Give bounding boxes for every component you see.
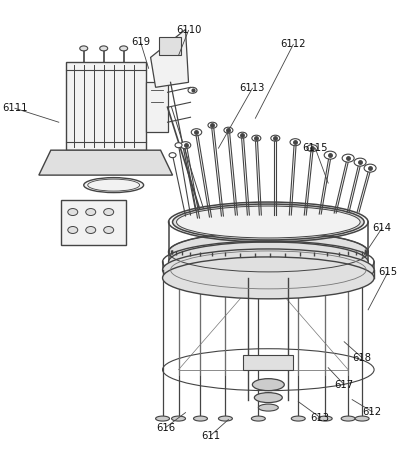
Ellipse shape bbox=[188, 87, 197, 93]
Ellipse shape bbox=[193, 416, 208, 421]
Ellipse shape bbox=[168, 242, 368, 282]
Ellipse shape bbox=[259, 404, 278, 411]
Ellipse shape bbox=[88, 179, 139, 191]
Ellipse shape bbox=[100, 46, 107, 51]
Text: 6113: 6113 bbox=[240, 83, 265, 93]
Ellipse shape bbox=[218, 416, 232, 421]
Ellipse shape bbox=[156, 416, 170, 421]
Polygon shape bbox=[39, 150, 173, 175]
Ellipse shape bbox=[208, 122, 217, 128]
Ellipse shape bbox=[342, 154, 354, 162]
Ellipse shape bbox=[224, 127, 233, 133]
Text: 614: 614 bbox=[373, 223, 392, 233]
Text: 6112: 6112 bbox=[281, 39, 306, 49]
Ellipse shape bbox=[104, 208, 114, 216]
Ellipse shape bbox=[251, 416, 265, 421]
Ellipse shape bbox=[252, 135, 261, 141]
Text: 619: 619 bbox=[131, 38, 150, 48]
Ellipse shape bbox=[290, 139, 300, 146]
Text: 6111: 6111 bbox=[2, 103, 28, 113]
Text: 612: 612 bbox=[363, 407, 382, 417]
Bar bbox=[66, 63, 146, 150]
Ellipse shape bbox=[354, 158, 366, 166]
Ellipse shape bbox=[68, 208, 78, 216]
Ellipse shape bbox=[355, 416, 369, 421]
Ellipse shape bbox=[175, 143, 182, 148]
Ellipse shape bbox=[86, 226, 96, 233]
Ellipse shape bbox=[364, 164, 376, 172]
Ellipse shape bbox=[307, 145, 317, 152]
Ellipse shape bbox=[168, 232, 368, 272]
Polygon shape bbox=[151, 29, 188, 87]
Text: 616: 616 bbox=[156, 423, 175, 433]
Bar bbox=[243, 355, 293, 370]
Ellipse shape bbox=[80, 46, 88, 51]
Ellipse shape bbox=[341, 416, 355, 421]
Ellipse shape bbox=[84, 178, 144, 193]
Bar bbox=[61, 200, 126, 245]
Bar bbox=[159, 38, 181, 55]
Ellipse shape bbox=[120, 46, 128, 51]
Ellipse shape bbox=[68, 226, 78, 233]
Ellipse shape bbox=[254, 393, 282, 403]
Ellipse shape bbox=[291, 416, 305, 421]
Ellipse shape bbox=[163, 249, 374, 291]
Ellipse shape bbox=[180, 142, 191, 149]
Ellipse shape bbox=[176, 206, 360, 238]
Ellipse shape bbox=[271, 135, 280, 141]
Ellipse shape bbox=[104, 226, 114, 233]
Ellipse shape bbox=[86, 208, 96, 216]
Ellipse shape bbox=[191, 129, 202, 136]
Text: 613: 613 bbox=[311, 413, 330, 423]
Text: 617: 617 bbox=[334, 380, 354, 390]
Text: 611: 611 bbox=[201, 430, 220, 440]
Ellipse shape bbox=[173, 204, 364, 240]
Ellipse shape bbox=[324, 151, 336, 159]
Text: 618: 618 bbox=[353, 353, 371, 363]
Ellipse shape bbox=[171, 416, 186, 421]
Text: 6115: 6115 bbox=[303, 143, 328, 153]
Text: 615: 615 bbox=[378, 267, 398, 277]
Ellipse shape bbox=[238, 132, 247, 138]
Text: 6110: 6110 bbox=[176, 25, 201, 35]
Ellipse shape bbox=[163, 257, 374, 299]
Ellipse shape bbox=[169, 153, 176, 158]
Bar bbox=[146, 82, 168, 132]
Ellipse shape bbox=[252, 379, 284, 390]
Ellipse shape bbox=[318, 416, 332, 421]
